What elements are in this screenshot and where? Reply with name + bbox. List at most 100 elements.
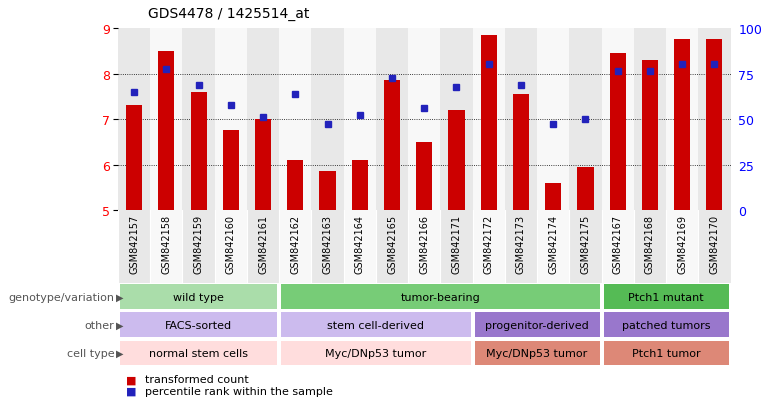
Bar: [699, 211, 731, 283]
Bar: [603, 313, 728, 337]
Bar: [311, 211, 344, 283]
Text: ▶: ▶: [116, 320, 123, 330]
Bar: [642, 61, 658, 211]
Text: patched tumors: patched tumors: [622, 320, 710, 330]
Text: GSM842170: GSM842170: [709, 214, 719, 273]
Text: GSM842162: GSM842162: [290, 214, 301, 273]
Bar: [183, 211, 215, 283]
Bar: [545, 183, 562, 211]
Bar: [120, 341, 277, 366]
Text: GSM842160: GSM842160: [226, 214, 236, 273]
Bar: [320, 172, 336, 211]
Text: Ptch1 mutant: Ptch1 mutant: [629, 292, 704, 302]
Bar: [537, 29, 569, 211]
Text: GSM842168: GSM842168: [645, 214, 655, 273]
Text: Ptch1 tumor: Ptch1 tumor: [632, 348, 700, 358]
Bar: [150, 29, 183, 211]
Bar: [376, 29, 408, 211]
Text: GSM842163: GSM842163: [323, 214, 333, 273]
Bar: [513, 95, 529, 211]
Bar: [247, 29, 279, 211]
Bar: [602, 29, 634, 211]
Text: GSM842173: GSM842173: [516, 214, 526, 273]
Text: GSM842165: GSM842165: [387, 214, 397, 273]
Bar: [408, 29, 441, 211]
Text: FACS-sorted: FACS-sorted: [165, 320, 232, 330]
Bar: [215, 29, 247, 211]
Bar: [569, 29, 602, 211]
Bar: [158, 52, 174, 211]
Bar: [441, 29, 473, 211]
Bar: [279, 211, 311, 283]
Text: Myc/DNp53 tumor: Myc/DNp53 tumor: [486, 348, 587, 358]
Text: ■: ■: [126, 386, 136, 396]
Text: stem cell-derived: stem cell-derived: [327, 320, 425, 330]
Text: genotype/variation: genotype/variation: [8, 292, 114, 302]
Text: GSM842167: GSM842167: [613, 214, 622, 273]
Text: GSM842169: GSM842169: [677, 214, 687, 273]
Text: ■: ■: [126, 374, 136, 384]
Text: GSM842166: GSM842166: [419, 214, 429, 273]
Bar: [281, 313, 471, 337]
Bar: [344, 211, 376, 283]
Text: GSM842164: GSM842164: [355, 214, 365, 273]
Bar: [505, 211, 537, 283]
Bar: [634, 211, 666, 283]
Text: tumor-bearing: tumor-bearing: [400, 292, 480, 302]
Bar: [473, 29, 505, 211]
Bar: [150, 211, 183, 283]
Text: ▶: ▶: [116, 348, 123, 358]
Bar: [610, 54, 626, 211]
Bar: [344, 29, 376, 211]
Bar: [120, 285, 277, 309]
Bar: [505, 29, 537, 211]
Bar: [666, 211, 699, 283]
Bar: [190, 93, 207, 211]
Text: other: other: [84, 320, 114, 330]
Bar: [223, 131, 239, 211]
Text: Myc/DNp53 tumor: Myc/DNp53 tumor: [325, 348, 426, 358]
Text: progenitor-derived: progenitor-derived: [486, 320, 589, 330]
Text: normal stem cells: normal stem cells: [149, 348, 248, 358]
Bar: [215, 211, 247, 283]
Bar: [287, 161, 304, 211]
Bar: [408, 211, 441, 283]
Text: wild type: wild type: [173, 292, 224, 302]
Bar: [603, 285, 728, 309]
Bar: [120, 313, 277, 337]
Bar: [255, 120, 271, 211]
Text: ▶: ▶: [116, 292, 123, 302]
Bar: [475, 313, 600, 337]
Bar: [247, 211, 279, 283]
Text: GSM842174: GSM842174: [548, 214, 559, 273]
Bar: [118, 29, 150, 211]
Text: transformed count: transformed count: [145, 374, 248, 384]
Bar: [699, 29, 731, 211]
Bar: [384, 81, 400, 211]
Bar: [481, 36, 497, 211]
Text: cell type: cell type: [66, 348, 114, 358]
Text: GSM842171: GSM842171: [451, 214, 461, 273]
Text: GSM842161: GSM842161: [258, 214, 268, 273]
Text: GSM842175: GSM842175: [581, 214, 591, 273]
Text: GSM842159: GSM842159: [193, 214, 203, 273]
Bar: [352, 161, 368, 211]
Bar: [441, 211, 473, 283]
Bar: [416, 142, 432, 211]
Bar: [279, 29, 311, 211]
Bar: [126, 106, 142, 211]
Bar: [311, 29, 344, 211]
Bar: [537, 211, 569, 283]
Bar: [603, 341, 728, 366]
Bar: [674, 40, 690, 211]
Bar: [475, 341, 600, 366]
Text: percentile rank within the sample: percentile rank within the sample: [145, 386, 333, 396]
Bar: [118, 211, 150, 283]
Text: GDS4478 / 1425514_at: GDS4478 / 1425514_at: [148, 7, 310, 21]
Bar: [281, 341, 471, 366]
Bar: [569, 211, 602, 283]
Bar: [281, 285, 600, 309]
Bar: [666, 29, 699, 211]
Bar: [602, 211, 634, 283]
Bar: [578, 168, 594, 211]
